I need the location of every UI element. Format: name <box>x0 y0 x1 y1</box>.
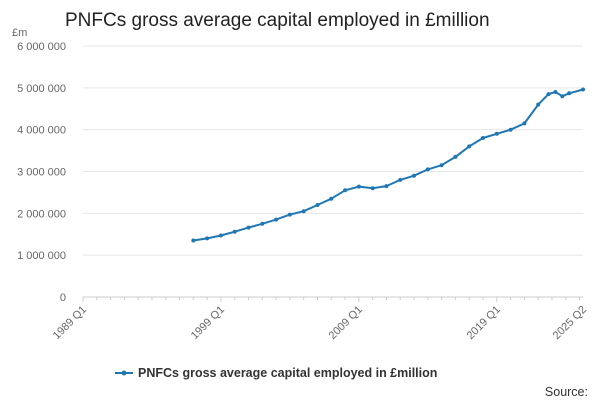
legend-label: PNFCs gross average capital employed in … <box>138 366 437 380</box>
data-point[interactable] <box>567 91 572 96</box>
data-point[interactable] <box>205 236 210 241</box>
data-point[interactable] <box>398 177 403 182</box>
y-axis: 0 1 000 000 2 000 000 3 000 000 4 000 000 5 0… <box>17 41 66 304</box>
legend[interactable]: PNFCs gross average capital employed in … <box>115 366 437 380</box>
data-point[interactable] <box>329 196 334 201</box>
data-point[interactable] <box>260 221 265 226</box>
data-point[interactable] <box>218 233 223 238</box>
x-axis: 1989 Q1 1999 Q1 2009 Q1 2019 Q1 2025 Q2 <box>51 296 589 342</box>
data-point[interactable] <box>546 92 551 97</box>
grid-lines <box>83 45 583 256</box>
data-point[interactable] <box>481 136 485 140</box>
y-tick-label: 0 <box>60 292 66 304</box>
data-point[interactable] <box>553 90 558 94</box>
legend-marker <box>121 370 127 376</box>
data-point[interactable] <box>581 87 585 92</box>
series-line <box>193 88 584 242</box>
data-point[interactable] <box>315 203 320 207</box>
y-tick-label: 6 000 000 <box>17 41 66 53</box>
data-point[interactable] <box>246 225 251 230</box>
data-point[interactable] <box>287 212 292 217</box>
x-tick-label: 2025 Q2 <box>551 304 589 342</box>
data-point[interactable] <box>191 238 196 243</box>
data-point[interactable] <box>384 184 389 189</box>
data-point[interactable] <box>560 94 565 99</box>
data-point[interactable] <box>522 121 527 126</box>
x-tick-label: 1999 Q1 <box>189 304 227 342</box>
y-tick-label: 3 000 000 <box>17 167 66 179</box>
series-layer <box>191 87 585 243</box>
data-point[interactable] <box>453 154 458 159</box>
y-unit-label: £m <box>12 27 27 39</box>
source-label[interactable]: Source: <box>545 385 588 399</box>
data-point[interactable] <box>467 144 472 149</box>
y-tick-label: 4 000 000 <box>17 125 66 137</box>
data-point[interactable] <box>508 127 513 132</box>
x-tick-label: 1989 Q1 <box>51 304 89 342</box>
y-tick-label: 5 000 000 <box>17 83 66 95</box>
data-point[interactable] <box>425 167 430 172</box>
data-point[interactable] <box>274 217 279 222</box>
data-point[interactable] <box>536 102 541 107</box>
chart-title: PNFCs gross average capital employed in … <box>65 10 490 31</box>
data-point[interactable] <box>356 184 361 189</box>
data-point[interactable] <box>343 188 348 193</box>
y-tick-label: 1 000 000 <box>17 250 66 262</box>
data-point[interactable] <box>439 163 444 168</box>
data-point[interactable] <box>232 229 237 234</box>
data-point[interactable] <box>494 131 499 136</box>
data-point[interactable] <box>412 173 416 178</box>
data-point[interactable] <box>301 209 306 214</box>
x-tick-label: 2009 Q1 <box>327 304 365 342</box>
x-tick-label: 2019 Q1 <box>465 304 503 342</box>
data-point[interactable] <box>370 186 375 191</box>
y-tick-label: 2 000 000 <box>17 208 66 220</box>
